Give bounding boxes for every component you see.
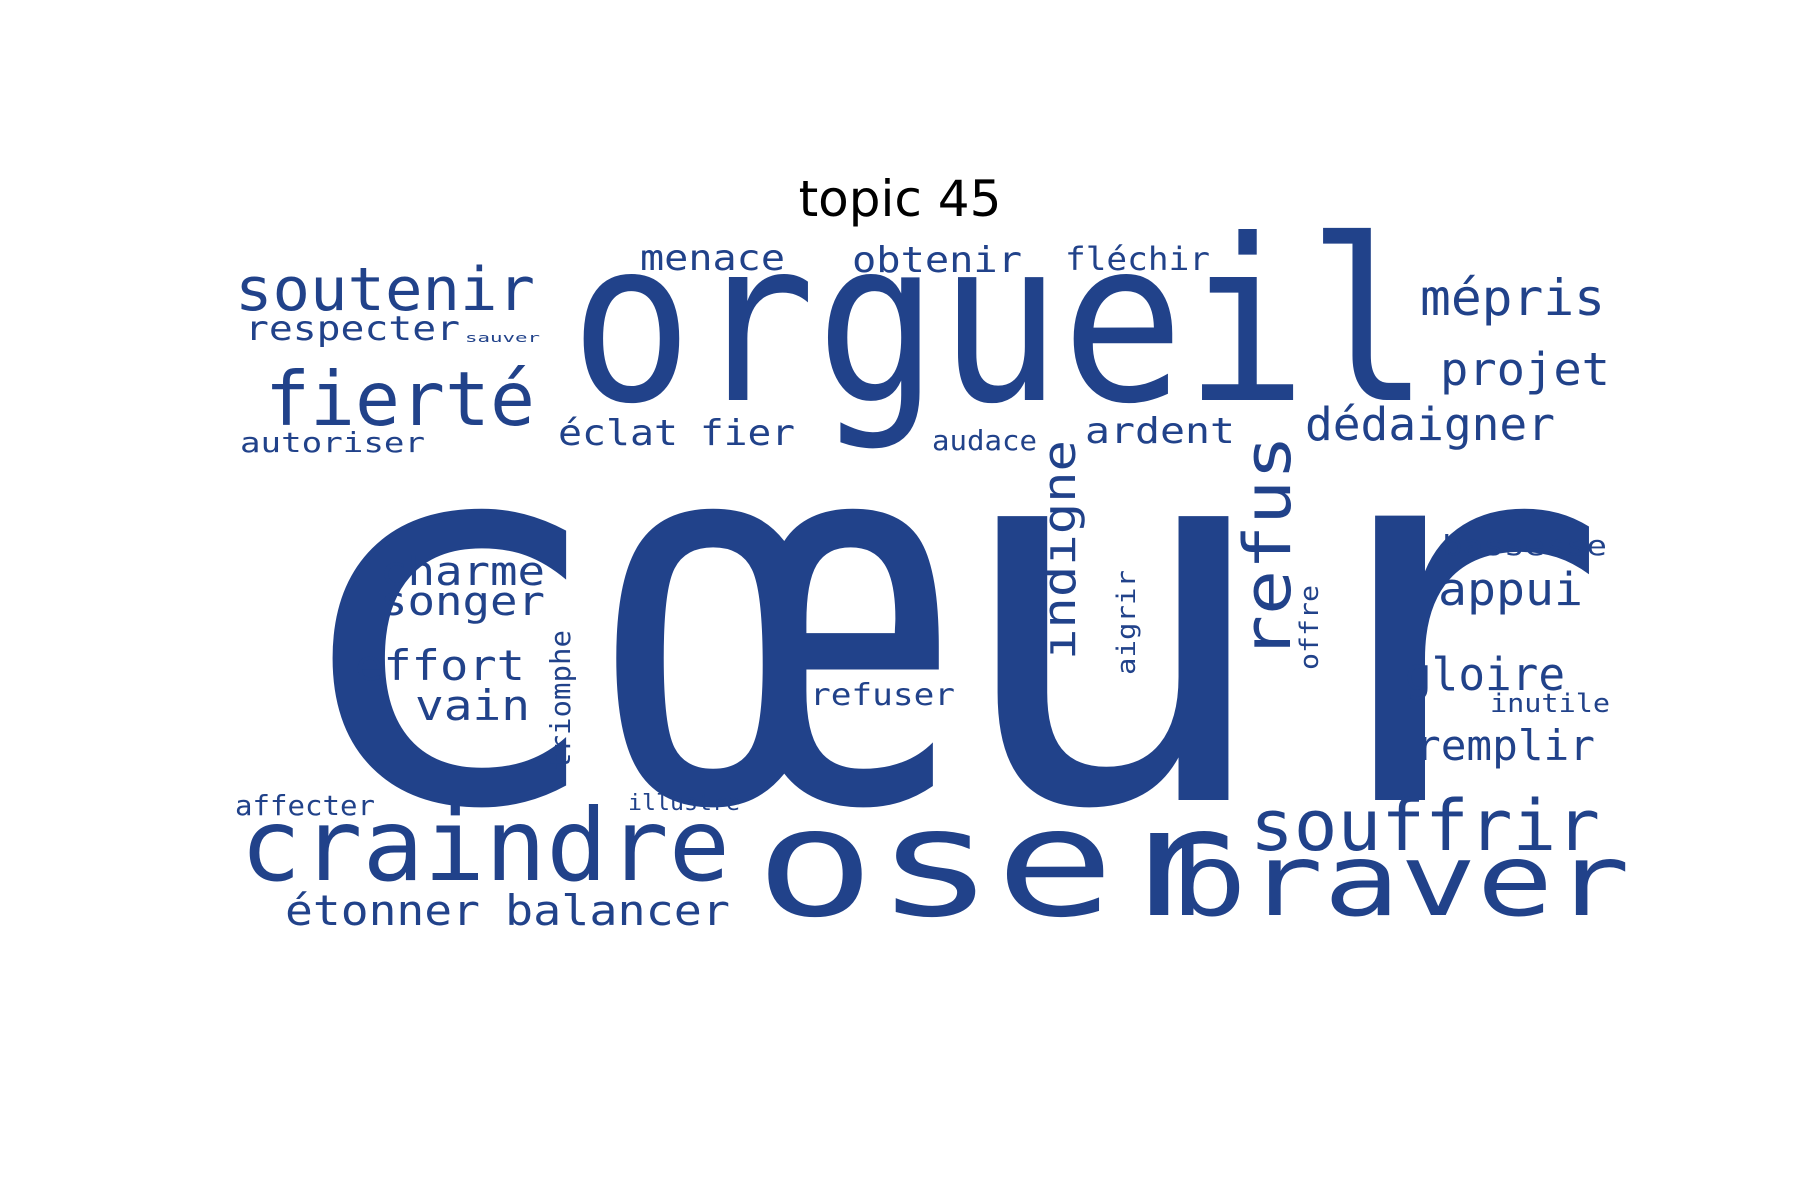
word-bassesse: bassesse bbox=[1442, 529, 1607, 562]
word-vain: vain bbox=[415, 681, 530, 730]
word-braver: braver bbox=[1170, 822, 1630, 939]
word-inutile: inutile bbox=[1490, 689, 1610, 719]
word-souffrir: souffrir bbox=[1250, 785, 1600, 867]
word-soutenir: soutenir bbox=[235, 255, 535, 325]
word-appui: appui bbox=[1438, 563, 1583, 616]
word-triomphe: triomphe bbox=[544, 630, 577, 770]
word-illustre: illustre bbox=[628, 791, 740, 816]
word-coeur: cœur bbox=[280, 317, 1610, 923]
word-respecter: respecter bbox=[245, 309, 460, 349]
word-aigrir: aigrir bbox=[1112, 570, 1142, 675]
word-gloire: gloire bbox=[1405, 648, 1565, 701]
word-effort: effort bbox=[355, 641, 525, 690]
word-orgueil: orgueil bbox=[570, 192, 1430, 454]
word-autoriser: autoriser bbox=[240, 426, 425, 459]
word-refus: refus bbox=[1231, 435, 1306, 660]
word-refuser: refuser bbox=[810, 678, 955, 713]
word-indigne: indigne bbox=[1033, 440, 1086, 660]
word-balancer: balancer bbox=[505, 886, 730, 935]
word-eclat: éclat bbox=[558, 413, 678, 454]
word-flechir: fléchir bbox=[1065, 240, 1210, 278]
word-audace: audace bbox=[932, 424, 1037, 457]
word-sauver: sauver bbox=[465, 331, 540, 345]
word-remplir: remplir bbox=[1415, 721, 1595, 770]
word-projet: projet bbox=[1440, 343, 1610, 396]
chart-title: topic 45 bbox=[798, 170, 1002, 228]
word-obtenir: obtenir bbox=[852, 240, 1022, 281]
word-fierte: fierté bbox=[265, 355, 535, 443]
word-craindre: craindre bbox=[240, 787, 730, 904]
word-offre: offre bbox=[1295, 585, 1325, 670]
word-menace: menace bbox=[640, 238, 785, 279]
word-mepris: mépris bbox=[1420, 269, 1605, 327]
word-oser: oser bbox=[755, 777, 1235, 951]
word-fier: fier bbox=[700, 413, 795, 454]
word-affecter: affecter bbox=[235, 789, 375, 822]
word-etonner: étonner bbox=[285, 886, 480, 935]
word-ardent: ardent bbox=[1085, 411, 1235, 452]
word-dedaigner: dédaigner bbox=[1305, 398, 1555, 451]
word-charme: charme bbox=[380, 549, 545, 595]
word-songer: songer bbox=[380, 579, 545, 625]
